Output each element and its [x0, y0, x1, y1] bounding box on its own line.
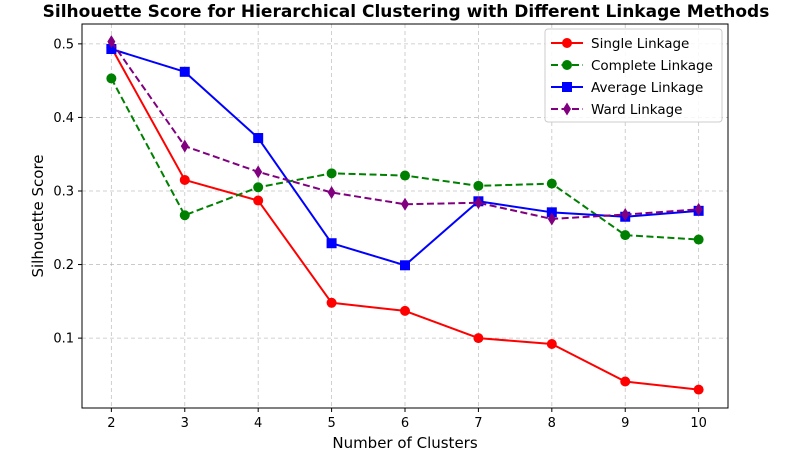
data-point [326, 238, 337, 249]
legend-marker [562, 82, 572, 92]
data-point [401, 197, 409, 211]
x-tick-label: 4 [254, 416, 262, 431]
x-tick-label: 7 [474, 416, 482, 431]
legend-item: Single Linkage [551, 36, 689, 52]
data-point [107, 35, 116, 49]
data-point [400, 170, 410, 181]
legend-item: Average Linkage [551, 80, 703, 96]
y-tick-label: 0.3 [53, 184, 74, 199]
data-point [106, 44, 117, 55]
legend-label: Ward Linkage [591, 102, 683, 118]
data-point [326, 297, 337, 308]
series-complete-linkage [106, 73, 704, 245]
x-axis-label: Number of Clusters [332, 434, 477, 452]
data-point [621, 208, 630, 222]
data-point [254, 165, 263, 179]
legend-label: Single Linkage [591, 36, 689, 52]
legend-marker [562, 38, 572, 48]
series-layer [106, 35, 704, 395]
chart-title: Silhouette Score for Hierarchical Cluste… [43, 2, 770, 22]
data-point [326, 168, 337, 179]
data-point [546, 178, 557, 189]
data-point [473, 333, 484, 344]
data-point [179, 210, 190, 221]
data-point [620, 230, 631, 241]
x-tick-label: 8 [548, 416, 556, 431]
legend-label: Average Linkage [591, 80, 703, 96]
legend-item: Ward Linkage [551, 102, 683, 118]
data-point [547, 212, 556, 226]
data-point [693, 384, 704, 395]
data-point [253, 133, 264, 144]
data-point [253, 195, 264, 206]
legend-label: Complete Linkage [591, 58, 713, 74]
data-point [179, 66, 190, 77]
data-point [180, 139, 189, 153]
axes-ticks: 2 3 4 5 6 7 8 9 10 0.1 0.2 0.3 0.4 0.5 [53, 37, 707, 431]
data-point [620, 376, 631, 387]
x-tick-label: 3 [181, 416, 189, 431]
y-tick-label: 0.5 [53, 37, 74, 52]
x-tick-label: 6 [401, 416, 409, 431]
x-tick-label: 10 [690, 416, 707, 431]
series-ward-linkage [107, 35, 703, 226]
y-tick-label: 0.4 [53, 111, 74, 126]
data-point [400, 305, 410, 316]
data-point [327, 185, 336, 199]
legend-marker [562, 60, 572, 70]
data-point [474, 196, 483, 210]
data-point [179, 174, 190, 185]
data-point [106, 73, 117, 84]
y-axis-label: Silhouette Score [29, 154, 47, 277]
data-point [546, 339, 557, 349]
data-point [253, 182, 264, 193]
legend-item: Complete Linkage [551, 58, 713, 74]
data-point [693, 234, 704, 245]
legend-marker [563, 102, 571, 116]
x-tick-label: 2 [107, 416, 115, 431]
series-line-ward-linkage [110, 41, 699, 220]
legend: Single Linkage Complete Linkage Average Li… [544, 28, 723, 123]
legend-box [544, 28, 723, 123]
y-tick-label: 0.1 [53, 332, 74, 347]
x-tick-label: 5 [327, 416, 335, 431]
data-point [400, 260, 410, 271]
data-point [473, 180, 484, 191]
data-point [546, 207, 557, 218]
data-point [694, 202, 703, 216]
x-tick-label: 9 [621, 416, 629, 431]
y-tick-label: 0.2 [53, 258, 74, 273]
